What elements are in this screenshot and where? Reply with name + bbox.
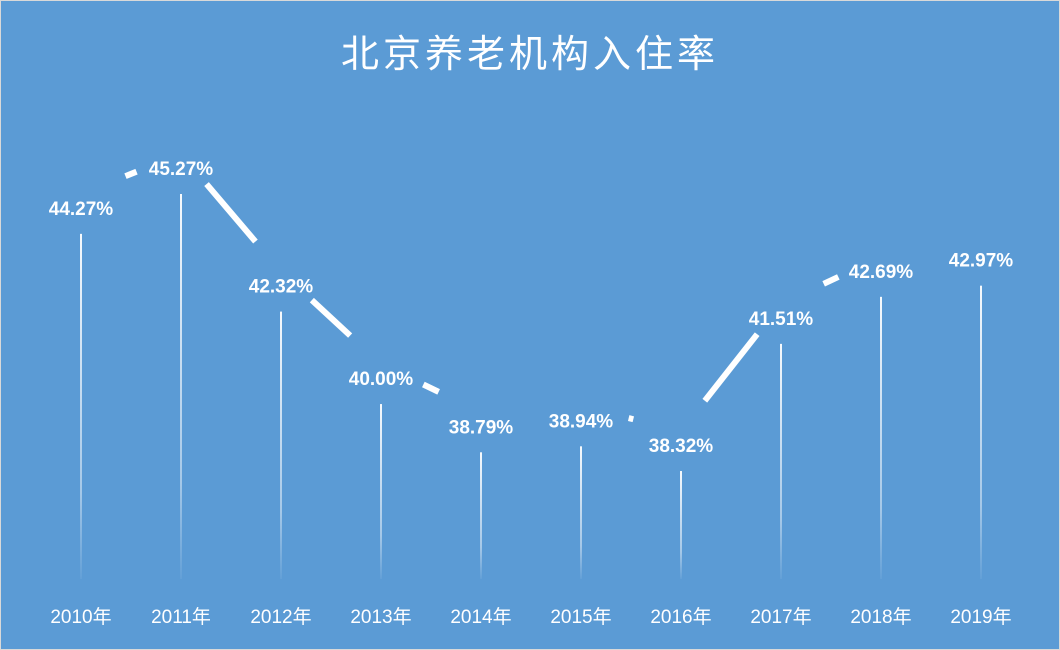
- data-labels: 44.27% 45.27% 42.32% 40.00% 38.79% 38.94% 38.3…: [49, 159, 1014, 457]
- x-axis-label: 2010年: [50, 607, 112, 628]
- line-segment: [627, 415, 635, 423]
- line-segment: [422, 381, 440, 395]
- x-axis-label: 2017年: [750, 607, 812, 628]
- data-label: 42.69%: [849, 262, 914, 283]
- x-axis-label: 2011年: [151, 607, 211, 628]
- data-label: 38.79%: [449, 417, 514, 438]
- drop-line: [480, 452, 482, 579]
- data-label: 44.27%: [49, 199, 114, 220]
- line-segment: [702, 332, 760, 403]
- x-axis-label: 2019年: [950, 607, 1012, 628]
- data-label: 38.94%: [549, 411, 614, 432]
- drop-line: [380, 404, 382, 579]
- x-axis-label: 2018年: [850, 607, 912, 628]
- drop-line: [780, 343, 782, 579]
- line-segment: [124, 168, 138, 179]
- line-segment: [822, 274, 840, 287]
- x-axis-label: 2013年: [350, 607, 412, 628]
- chart-title: 北京养老机构入住率: [340, 32, 719, 76]
- drop-line: [880, 296, 882, 579]
- line-segment: [204, 182, 258, 244]
- drop-line: [180, 194, 182, 579]
- drop-line: [680, 471, 682, 579]
- x-axis-label: 2016年: [650, 607, 712, 628]
- line-segment: [309, 297, 353, 338]
- x-axis-label: 2012年: [250, 607, 312, 628]
- data-label: 38.32%: [649, 436, 714, 457]
- drop-line: [580, 446, 582, 579]
- data-label: 45.27%: [149, 159, 214, 180]
- data-label: 42.97%: [949, 251, 1014, 272]
- data-label: 41.51%: [749, 309, 814, 330]
- data-label: 42.32%: [249, 277, 314, 298]
- drop-line: [980, 285, 982, 579]
- drop-line: [80, 233, 82, 580]
- x-axis-label: 2014年: [450, 607, 512, 628]
- data-label: 40.00%: [349, 369, 414, 390]
- drop-lines: [80, 194, 982, 580]
- drop-line: [280, 311, 282, 579]
- x-axis-label: 2015年: [550, 607, 612, 628]
- data-line: [124, 168, 840, 423]
